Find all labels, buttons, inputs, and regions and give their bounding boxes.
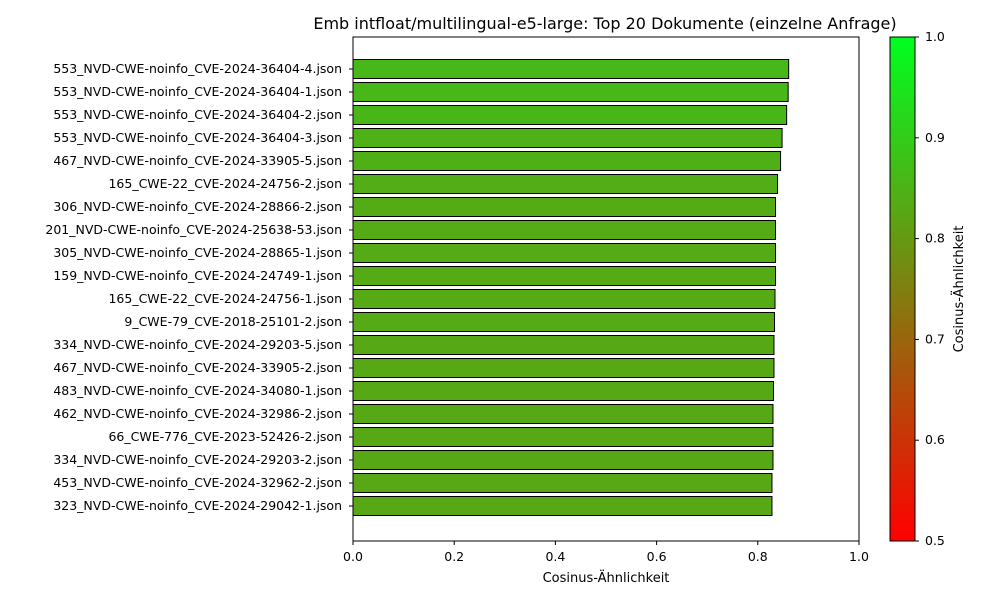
bar (352, 151, 782, 171)
y-tick-label: 323_NVD-CWE-noinfo_CVE-2024-29042-1.json (53, 498, 342, 513)
bar (352, 427, 774, 447)
y-tick-label: 553_NVD-CWE-noinfo_CVE-2024-36404-4.json (53, 61, 342, 76)
x-tick-label: 0.8 (748, 549, 768, 564)
colorbar-tick-label: 0.8 (925, 231, 945, 246)
colorbar-label: Cosinus-Ähnlichkeit (951, 226, 967, 353)
y-tick-label: 201_NVD-CWE-noinfo_CVE-2024-25638-53.jso… (45, 222, 342, 237)
x-axis-label: Cosinus-Ähnlichkeit (543, 570, 670, 586)
y-tick-label: 159_NVD-CWE-noinfo_CVE-2024-24749-1.json (53, 268, 342, 283)
bar (352, 82, 789, 102)
bars (352, 59, 790, 516)
x-tick-label: 1.0 (849, 549, 869, 564)
colorbar-tick-label: 1.0 (925, 29, 945, 44)
plot-area: 553_NVD-CWE-noinfo_CVE-2024-36404-4.json… (45, 36, 869, 564)
y-tick-label: 553_NVD-CWE-noinfo_CVE-2024-36404-3.json (53, 130, 342, 145)
bar (352, 243, 777, 263)
y-tick-label: 467_NVD-CWE-noinfo_CVE-2024-33905-2.json (53, 360, 342, 375)
bar (352, 335, 775, 355)
colorbar-tick-label: 0.7 (925, 331, 945, 346)
colorbar-ticks: 0.5 0.6 0.7 0.8 0.9 1.0 (915, 29, 945, 548)
y-tick-label: 453_NVD-CWE-noinfo_CVE-2024-32962-2.json (53, 475, 342, 490)
colorbar: 0.5 0.6 0.7 0.8 0.9 1.0 Cosinus-Ähnlichkeit (889, 29, 967, 548)
bar (352, 450, 774, 470)
bar (352, 404, 774, 424)
x-axis-ticks: 0.0 0.2 0.4 0.6 0.8 1.0 (343, 541, 869, 564)
y-tick-label: 165_CWE-22_CVE-2024-24756-2.json (108, 176, 342, 191)
y-tick-label: 66_CWE-776_CVE-2023-52426-2.json (108, 429, 342, 444)
bar (352, 174, 779, 194)
bar (352, 266, 777, 286)
bar (352, 105, 788, 125)
bar (352, 128, 783, 148)
colorbar-gradient (889, 36, 916, 542)
bar (352, 496, 773, 516)
bar (352, 312, 775, 332)
x-tick-label: 0.0 (343, 549, 363, 564)
y-tick-label: 334_NVD-CWE-noinfo_CVE-2024-29203-5.json (53, 337, 342, 352)
y-tick-label: 165_CWE-22_CVE-2024-24756-1.json (108, 291, 342, 306)
bar (352, 220, 777, 240)
bar (352, 197, 777, 217)
y-tick-label: 462_NVD-CWE-noinfo_CVE-2024-32986-2.json (53, 406, 342, 421)
colorbar-tick-label: 0.6 (925, 432, 945, 447)
y-tick-label: 467_NVD-CWE-noinfo_CVE-2024-33905-5.json (53, 153, 342, 168)
y-tick-label: 483_NVD-CWE-noinfo_CVE-2024-34080-1.json (53, 383, 342, 398)
colorbar-tick-label: 0.9 (925, 130, 945, 145)
y-tick-label: 553_NVD-CWE-noinfo_CVE-2024-36404-1.json (53, 84, 342, 99)
y-tick-label: 553_NVD-CWE-noinfo_CVE-2024-36404-2.json (53, 107, 342, 122)
y-tick-label: 306_NVD-CWE-noinfo_CVE-2024-28866-2.json (53, 199, 342, 214)
y-tick-label: 305_NVD-CWE-noinfo_CVE-2024-28865-1.json (53, 245, 342, 260)
x-tick-label: 0.2 (444, 549, 464, 564)
bar (352, 381, 774, 401)
y-tick-label: 9_CWE-79_CVE-2018-25101-2.json (124, 314, 342, 329)
bar (352, 358, 775, 378)
x-tick-label: 0.4 (545, 549, 565, 564)
x-tick-label: 0.6 (647, 549, 667, 564)
y-tick-labels: 553_NVD-CWE-noinfo_CVE-2024-36404-4.json… (45, 61, 353, 513)
y-tick-label: 334_NVD-CWE-noinfo_CVE-2024-29203-2.json (53, 452, 342, 467)
chart-title: Emb intfloat/multilingual-e5-large: Top … (313, 14, 896, 33)
bar (352, 59, 790, 79)
bar (352, 473, 773, 493)
bar (352, 289, 776, 309)
colorbar-tick-label: 0.5 (925, 533, 945, 548)
